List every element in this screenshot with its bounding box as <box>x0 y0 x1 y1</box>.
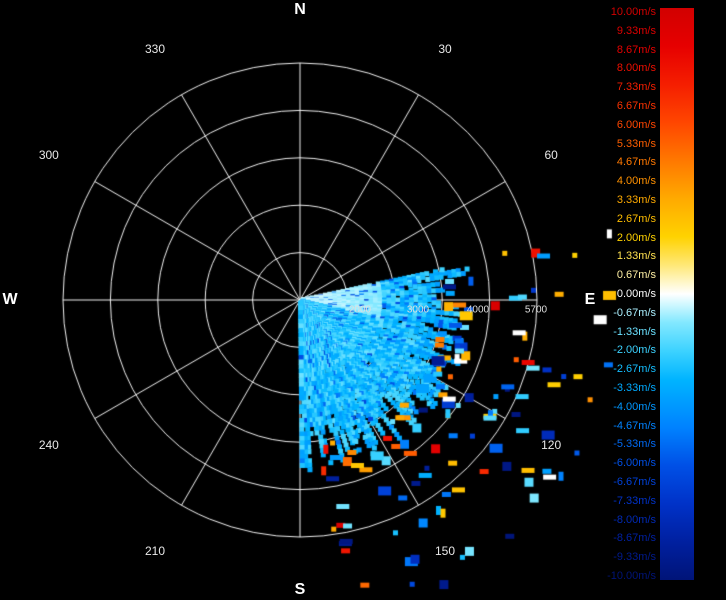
colorbar-label: 9.33m/s <box>616 24 656 37</box>
colorbar-label: -8.67m/s <box>613 532 656 545</box>
colorbar-label: -3.33m/s <box>613 381 656 394</box>
colorbar-label: -2.67m/s <box>613 363 656 376</box>
colorbar-label: 1.33m/s <box>616 250 656 263</box>
degree-label-240: 240 <box>38 438 59 452</box>
colorbar-label: 4.67m/s <box>616 156 656 169</box>
colorbar-gradient <box>660 8 694 580</box>
colorbar-label: 2.00m/s <box>616 231 656 244</box>
compass-label-s: S <box>294 581 306 598</box>
colorbar-label: 10.00m/s <box>610 6 656 18</box>
colorbar-label: 8.00m/s <box>616 62 656 75</box>
colorbar-label: 6.00m/s <box>616 118 656 131</box>
colorbar-label: -4.67m/s <box>613 419 656 432</box>
range-label-3000: 3000 <box>406 304 430 316</box>
colorbar-label: -7.33m/s <box>613 494 656 507</box>
colorbar-label: 0.67m/s <box>616 269 656 282</box>
compass-label-w: W <box>2 291 18 308</box>
colorbar-label: -2.00m/s <box>613 344 656 357</box>
degree-label-120: 120 <box>541 438 562 452</box>
colorbar-label: -10.00m/s <box>607 569 656 582</box>
colorbar-label: -0.67m/s <box>613 306 656 319</box>
colorbar-label: 4.00m/s <box>616 175 656 188</box>
degree-label-330: 330 <box>144 41 166 56</box>
colorbar-label: 6.67m/s <box>616 99 656 112</box>
degree-label-150: 150 <box>434 544 456 559</box>
range-label-4000: 4000 <box>466 304 490 316</box>
range-label-2000: 2000 <box>348 304 372 316</box>
velocity-colorbar: 10.00m/s 9.33m/s 8.67m/s 8.00m/s 7.33m/s 6.67… <box>606 0 726 600</box>
colorbar-label: -1.33m/s <box>613 325 656 338</box>
colorbar-label: -6.00m/s <box>613 457 656 470</box>
colorbar-label: -4.00m/s <box>613 400 656 413</box>
colorbar-label: 2.67m/s <box>616 212 656 225</box>
colorbar-label: 5.33m/s <box>616 137 656 150</box>
colorbar-label: 0.00m/s <box>616 287 656 300</box>
degree-label-30: 30 <box>438 41 452 56</box>
colorbar-label: -5.33m/s <box>613 438 656 451</box>
degree-label-210: 210 <box>144 544 166 559</box>
compass-label-n: N <box>294 1 306 18</box>
degree-label-60: 60 <box>544 148 558 162</box>
colorbar-label: 3.33m/s <box>616 193 656 206</box>
degree-label-300: 300 <box>38 148 59 162</box>
colorbar-label: -8.00m/s <box>613 513 656 526</box>
colorbar-label: -9.33m/s <box>613 551 656 564</box>
colorbar-label: -6.67m/s <box>613 475 656 488</box>
colorbar-label: 8.67m/s <box>616 43 656 56</box>
colorbar-label: 7.33m/s <box>616 81 656 94</box>
colorbar-labels: 10.00m/s 9.33m/s 8.67m/s 8.00m/s 7.33m/s 6.67… <box>607 6 656 582</box>
range-label-5700: 5700 <box>524 304 548 316</box>
compass-label-e: E <box>584 291 596 308</box>
